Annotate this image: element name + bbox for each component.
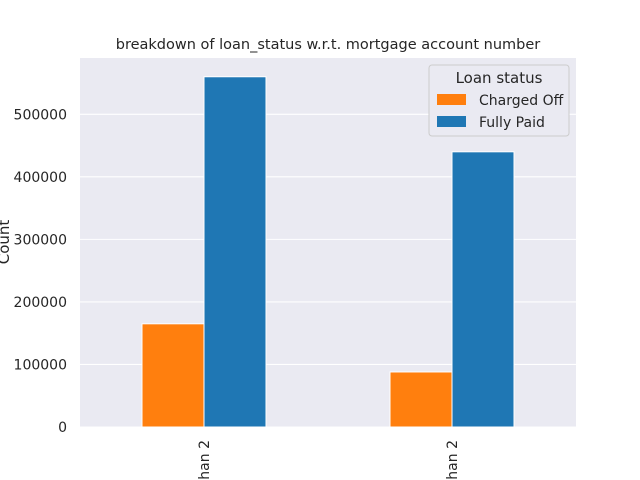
legend-label: Charged Off — [479, 93, 564, 109]
y-tick-labels: 0 100000 200000 300000 400000 500000 — [14, 107, 67, 436]
legend-swatch — [437, 116, 466, 127]
legend-swatch — [437, 94, 466, 105]
legend: Loan status Charged Off Fully Paid — [428, 64, 570, 137]
legend-title: Loan status — [456, 69, 543, 87]
y-tick-label: 300000 — [14, 232, 67, 248]
y-tick-label: 0 — [58, 420, 67, 436]
bar-charged-off — [141, 323, 205, 428]
bar-charged-off — [389, 371, 453, 428]
y-tick-label: 500000 — [14, 107, 67, 123]
y-tick-label: 400000 — [14, 170, 67, 186]
y-tick-label: 100000 — [14, 357, 67, 373]
x-tick-label: han 2 — [197, 440, 213, 480]
bars — [141, 76, 515, 428]
legend-label: Fully Paid — [479, 115, 545, 131]
x-tick-labels: han 2 han 2 — [197, 440, 461, 480]
y-tick-label: 200000 — [14, 295, 67, 311]
chart-title: breakdown of loan_status w.r.t. mortgage… — [116, 37, 541, 53]
bar-fully-paid — [203, 76, 267, 428]
x-tick-label: han 2 — [445, 440, 461, 480]
y-axis-label: Count — [0, 220, 13, 265]
bar-fully-paid — [451, 151, 515, 428]
